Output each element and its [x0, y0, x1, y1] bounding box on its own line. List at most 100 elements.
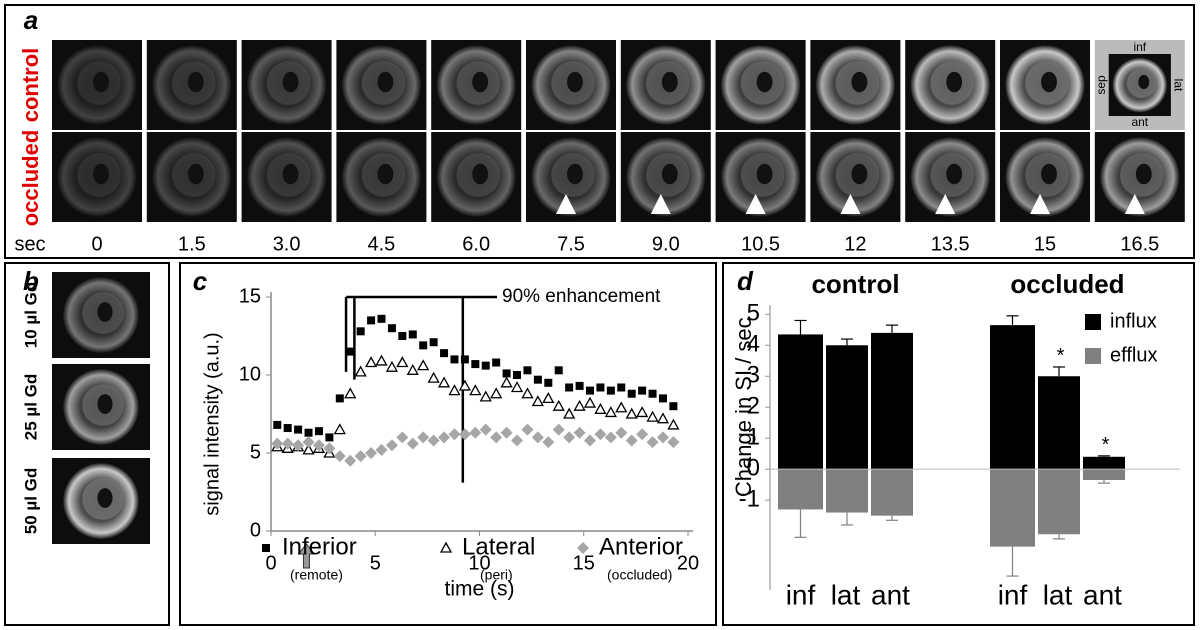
data-point	[521, 387, 534, 399]
arrowhead	[935, 194, 956, 214]
bar	[1083, 469, 1125, 481]
data-point	[627, 389, 636, 398]
data-point	[625, 407, 638, 419]
data-point	[302, 436, 315, 449]
legend-label: Inferior	[282, 533, 357, 560]
data-point	[648, 389, 657, 398]
y-axis-title: Change in SI / sec	[731, 317, 756, 497]
legend-swatch	[1085, 314, 1101, 330]
panel-label: c	[193, 266, 208, 296]
panel-a-frame	[4, 4, 1195, 259]
data-point	[502, 369, 511, 378]
data-point	[448, 428, 461, 441]
bar	[990, 469, 1035, 547]
mri-cavity	[661, 71, 678, 93]
data-point	[542, 436, 555, 449]
panel-label: a	[24, 5, 38, 35]
bar	[778, 469, 823, 510]
y-tick-label: 1	[747, 424, 760, 451]
data-point	[563, 407, 576, 419]
data-point	[573, 399, 586, 411]
data-point	[344, 454, 357, 467]
arrowhead	[556, 194, 576, 214]
legend-sublabel: (occluded)	[607, 567, 672, 583]
mri-cavity	[851, 71, 868, 93]
data-point	[490, 431, 503, 444]
mri-cavity	[567, 163, 583, 185]
time-label: 10.5	[741, 233, 780, 255]
arrowhead	[1124, 194, 1145, 214]
time-label: 16.5	[1120, 233, 1159, 255]
x-tick-label: 15	[573, 552, 595, 574]
x-axis-title: time (s)	[445, 578, 515, 601]
data-point	[586, 386, 595, 395]
time-label: 7.5	[557, 233, 585, 255]
data-point	[292, 439, 305, 452]
y-tick-label: -1	[739, 486, 760, 513]
legend-label: efflux	[1110, 344, 1157, 366]
bar	[826, 345, 868, 470]
data-point	[510, 381, 524, 393]
significance: *	[1057, 345, 1065, 367]
mri-cavity	[187, 163, 204, 185]
data-point	[656, 412, 670, 424]
data-point	[283, 424, 292, 433]
time-label: 9.0	[652, 233, 680, 255]
mri-cavity	[661, 163, 678, 185]
data-point	[387, 324, 396, 333]
data-point	[271, 437, 284, 450]
x-tick-label: lat	[1043, 579, 1073, 610]
data-point	[667, 436, 680, 449]
data-point	[667, 418, 680, 430]
legend-sublabel: (peri)	[480, 567, 513, 583]
data-point	[636, 428, 649, 441]
data-point	[333, 423, 346, 435]
time-label: 13.5	[931, 233, 970, 255]
data-point	[440, 349, 449, 358]
data-point	[604, 431, 617, 444]
data-point	[375, 354, 388, 366]
data-point	[638, 386, 647, 395]
mri-cavity	[1138, 74, 1150, 90]
data-point	[531, 431, 544, 444]
mri-cavity	[97, 394, 113, 414]
data-point	[575, 381, 584, 390]
dose-label: 25 µl Gd	[21, 374, 40, 440]
data-point	[314, 427, 323, 436]
legend-swatch	[1085, 348, 1101, 364]
time-label: 3.0	[273, 233, 301, 255]
data-point	[458, 428, 471, 441]
mri-cavity	[282, 163, 299, 185]
bar	[826, 469, 868, 513]
time-label: 4.5	[367, 233, 395, 255]
mri-cavity	[567, 71, 583, 93]
data-point	[490, 387, 503, 399]
legend-marker	[439, 541, 453, 553]
group-label: control	[811, 269, 899, 299]
y-tick-label: 3	[747, 362, 760, 389]
data-point	[367, 316, 376, 325]
data-point	[554, 366, 563, 375]
legend-sublabel: (remote)	[290, 567, 343, 583]
data-point	[583, 396, 597, 408]
time-label: 12	[844, 233, 866, 255]
x-tick-label: 10	[468, 552, 490, 574]
data-point	[625, 434, 638, 447]
bar	[1083, 456, 1125, 470]
data-point	[523, 366, 532, 375]
data-point	[273, 420, 282, 429]
legend-marker	[577, 542, 589, 554]
dose-label: 10 µl Gd	[21, 282, 40, 348]
data-point	[344, 387, 357, 399]
annotation: 90% enhancement	[502, 286, 661, 307]
data-point	[294, 425, 303, 434]
mri-cavity	[756, 163, 773, 185]
data-point	[479, 390, 492, 402]
y-tick-label: 5	[250, 441, 261, 463]
data-point	[563, 431, 576, 444]
legend-marker	[262, 544, 270, 552]
panel-label: b	[23, 266, 39, 296]
data-point	[469, 384, 482, 396]
y-tick-label: 4	[747, 331, 760, 358]
mri-cavity	[1041, 163, 1057, 185]
